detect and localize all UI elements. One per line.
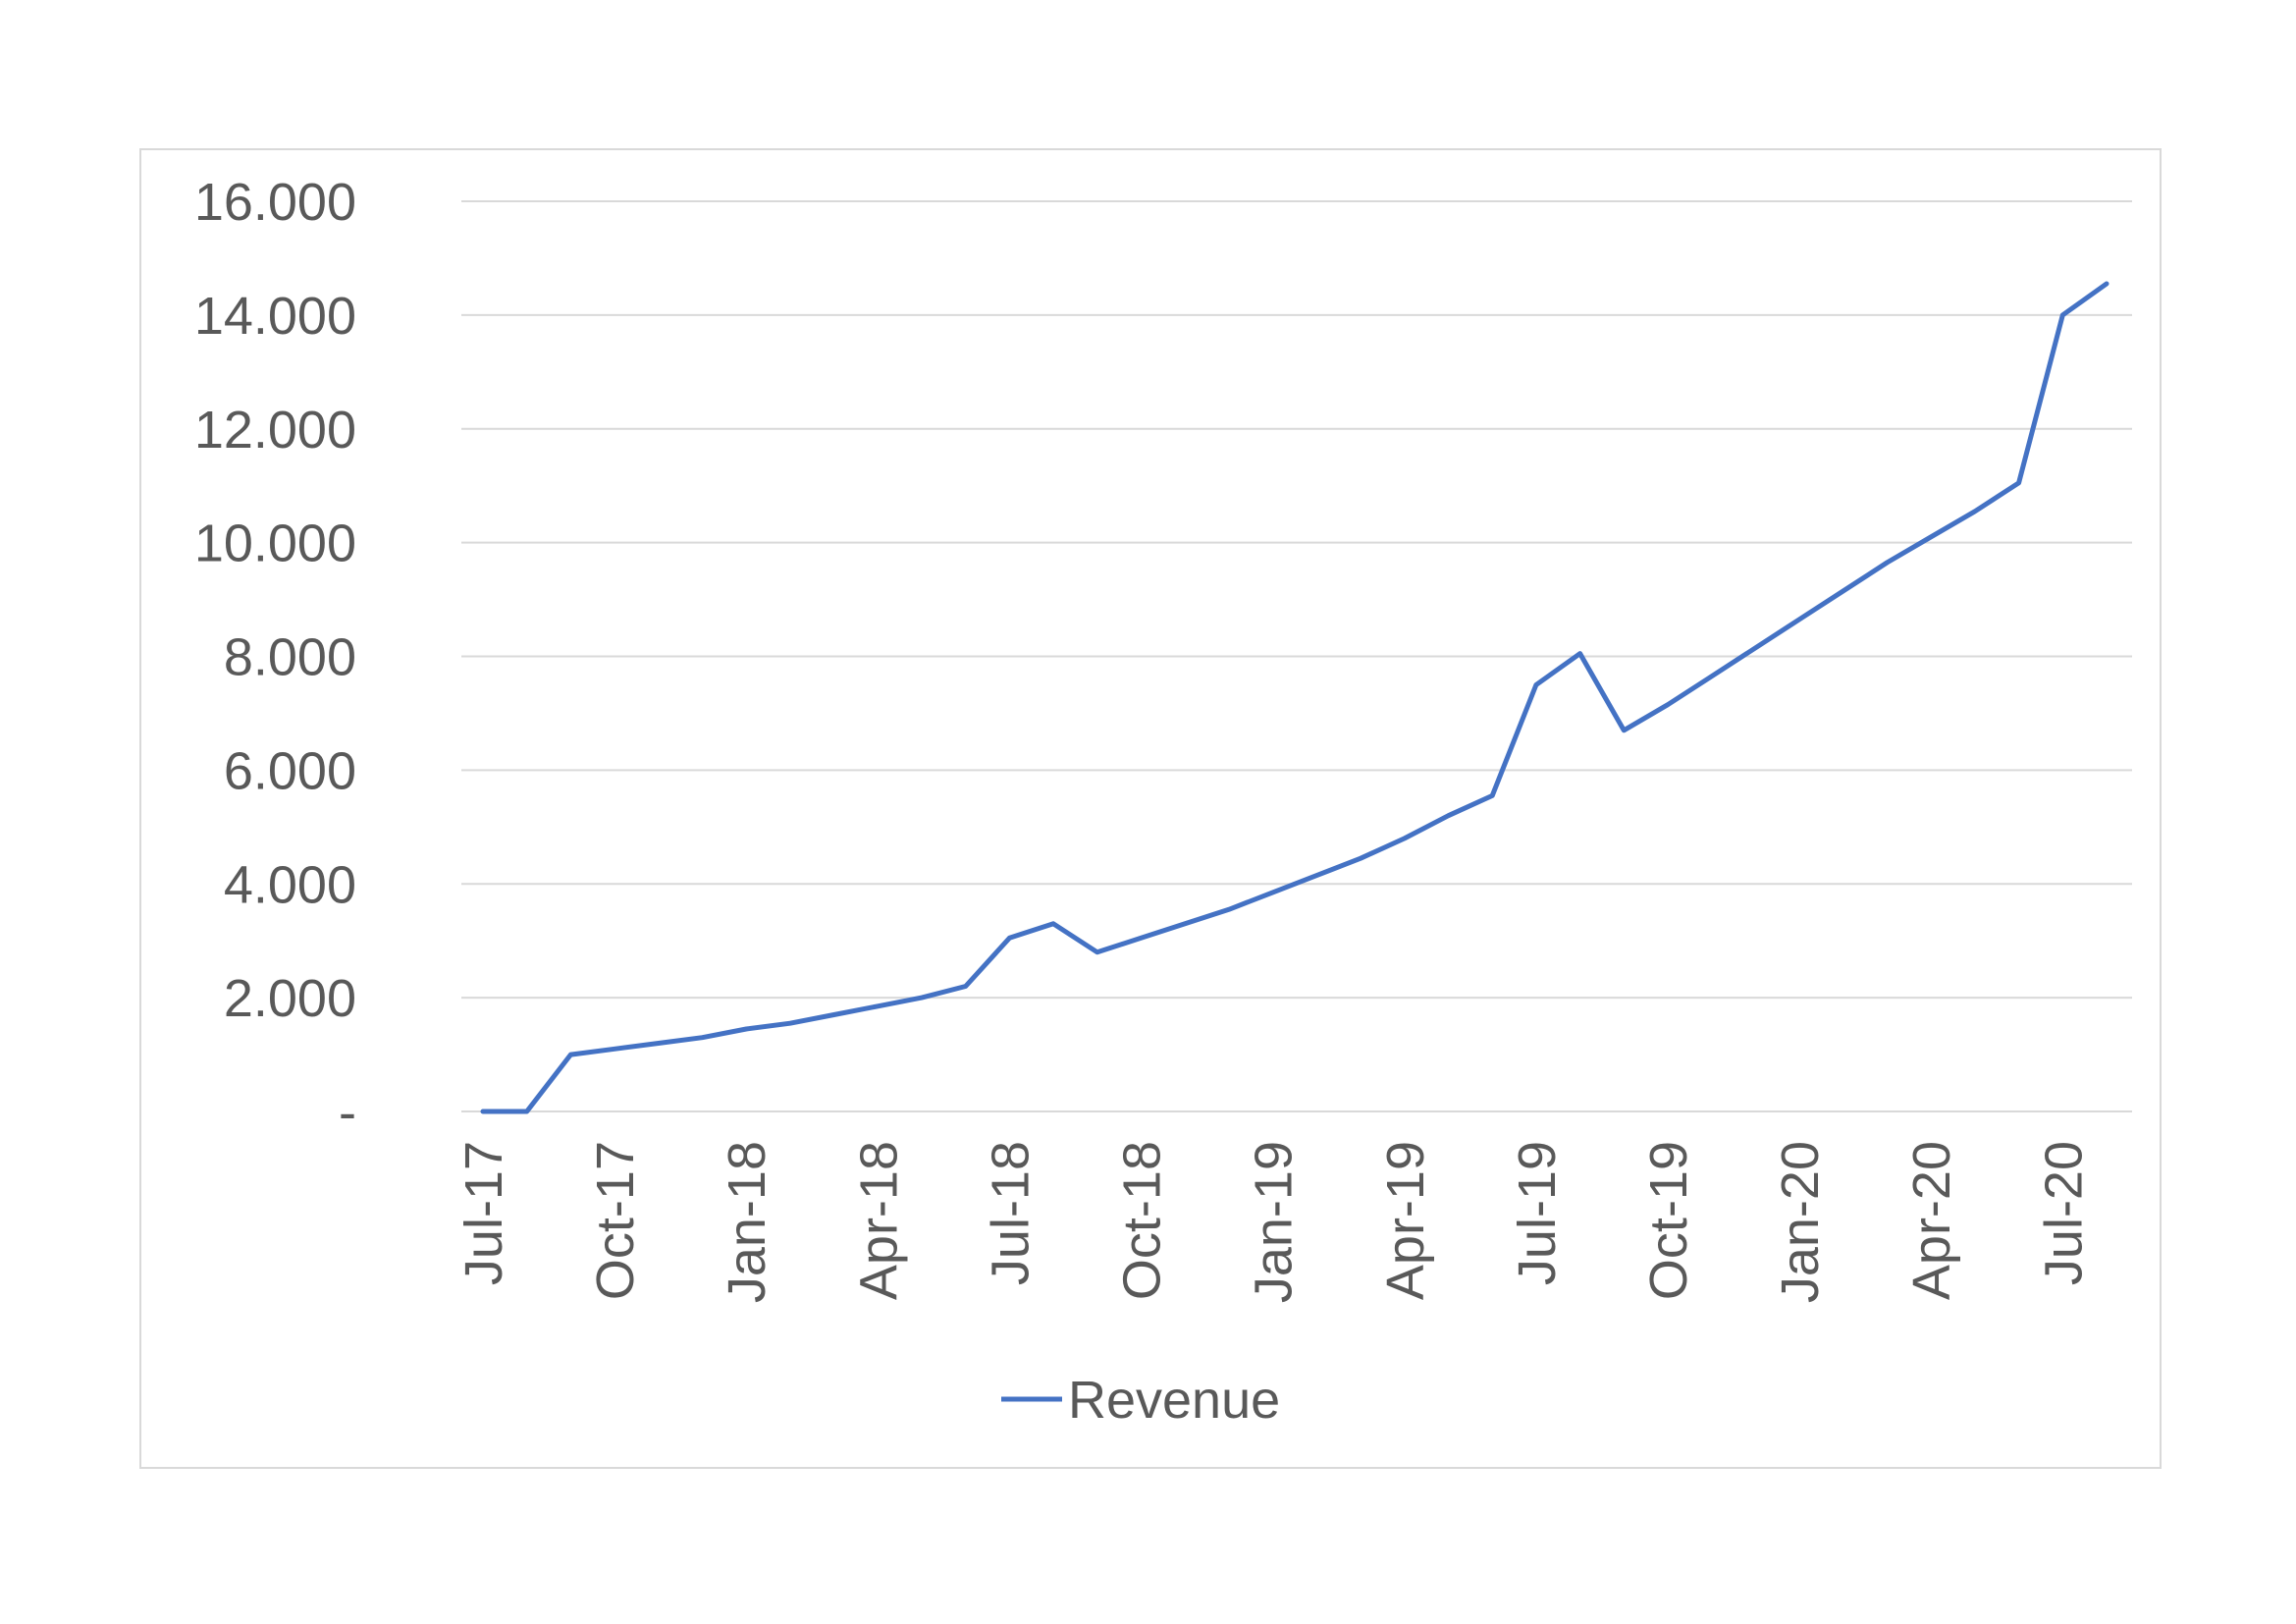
y-tick-label: 2.000 (224, 969, 356, 1028)
gridlines (461, 200, 2132, 1112)
y-tick-label: 4.000 (224, 855, 356, 914)
x-tick-label: Apr-18 (849, 1141, 908, 1300)
x-tick-label: Jan-19 (1245, 1141, 1304, 1303)
x-tick-label: Jul-19 (1508, 1141, 1567, 1285)
x-tick-label: Jan-20 (1771, 1141, 1830, 1303)
y-axis-tick-labels: - 2.000 4.000 6.000 8.000 10.000 12.000 14.000 1… (194, 173, 356, 1142)
x-tick-label: Oct-18 (1113, 1141, 1172, 1300)
x-tick-label: Jul-20 (2034, 1141, 2093, 1285)
y-tick-label: 8.000 (224, 628, 356, 687)
series-line-revenue (480, 281, 2109, 1114)
y-tick-label: 10.000 (194, 514, 356, 573)
y-tick-label: 12.000 (194, 401, 356, 460)
y-tick-label: 6.000 (224, 741, 356, 800)
x-axis-tick-labels: Jul-17 Oct-17 Jan-18 Apr-18 Jul-18 Oct-18 Jan-… (454, 1141, 2093, 1303)
x-tick-label: Oct-19 (1639, 1141, 1698, 1300)
y-tick-label: 14.000 (194, 287, 356, 346)
x-tick-label: Apr-20 (1902, 1141, 1961, 1300)
x-tick-label: Apr-19 (1376, 1141, 1435, 1300)
x-tick-label: Jul-18 (981, 1141, 1040, 1285)
y-tick-label: 16.000 (194, 173, 356, 232)
legend: Revenue (1001, 1371, 1280, 1430)
y-tick-label: - (339, 1083, 356, 1142)
x-tick-label: Jul-17 (454, 1141, 513, 1285)
legend-label-revenue: Revenue (1068, 1371, 1280, 1430)
x-tick-label: Jan-18 (718, 1141, 776, 1303)
chart-frame (139, 148, 2162, 1469)
series-lines (480, 281, 2109, 1114)
x-tick-label: Oct-17 (586, 1141, 645, 1300)
